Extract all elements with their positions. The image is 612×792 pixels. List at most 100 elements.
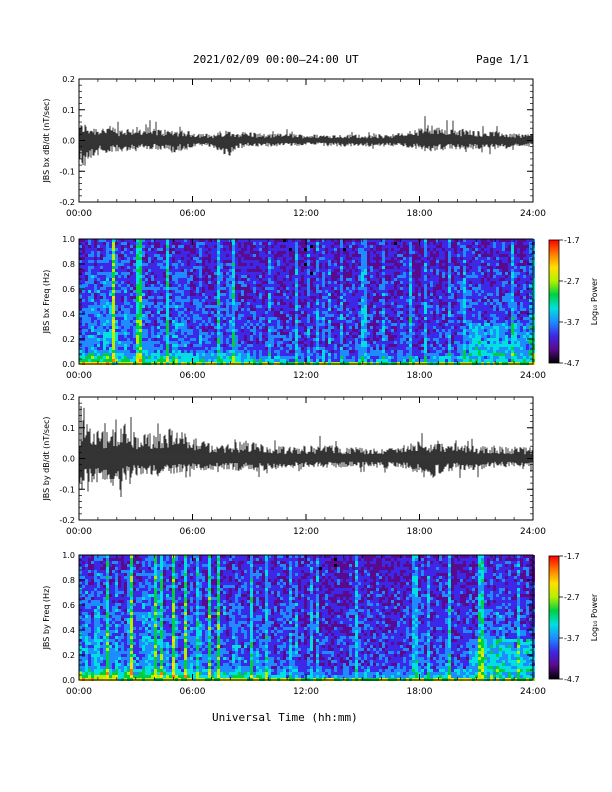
heatmap-cell (292, 347, 295, 350)
heatmap-cell (358, 311, 361, 314)
heatmap-cell (112, 245, 115, 248)
heatmap-cell (391, 266, 394, 269)
heatmap-cell (415, 344, 418, 347)
heatmap-cell (121, 344, 124, 347)
heatmap-cell (262, 266, 265, 269)
heatmap-cell (244, 242, 247, 245)
heatmap-cell (130, 275, 133, 278)
heatmap-cell (79, 290, 82, 293)
heatmap-cell (424, 338, 427, 341)
heatmap-cell (190, 305, 193, 308)
heatmap-cell (190, 239, 193, 242)
heatmap-cell (274, 323, 277, 326)
heatmap-cell (175, 278, 178, 281)
heatmap-cell (418, 329, 421, 332)
heatmap-cell (397, 239, 400, 242)
heatmap-cell (370, 332, 373, 335)
heatmap-cell (214, 350, 217, 353)
heatmap-cell (118, 344, 121, 347)
heatmap-cell (220, 239, 223, 242)
heatmap-cell (79, 356, 82, 359)
heatmap-cell (415, 311, 418, 314)
heatmap-cell (397, 245, 400, 248)
heatmap-cell (379, 254, 382, 257)
heatmap-cell (397, 263, 400, 266)
heatmap-cell (127, 308, 130, 311)
heatmap-cell (193, 266, 196, 269)
heatmap-cell (265, 332, 268, 335)
heatmap-cell (298, 293, 301, 296)
heatmap-cell (355, 239, 358, 242)
heatmap-cell (154, 338, 157, 341)
heatmap-cell (379, 335, 382, 338)
heatmap-cell (172, 308, 175, 311)
heatmap-cell (160, 278, 163, 281)
heatmap-cell (277, 302, 280, 305)
heatmap-cell (160, 269, 163, 272)
heatmap-cell (160, 335, 163, 338)
heatmap-cell (238, 347, 241, 350)
heatmap-cell (247, 308, 250, 311)
heatmap-cell (244, 302, 247, 305)
heatmap-cell (178, 335, 181, 338)
heatmap-cell (178, 284, 181, 287)
heatmap-cell (259, 341, 262, 344)
heatmap-cell (136, 242, 139, 245)
heatmap-cell (79, 320, 82, 323)
heatmap-cell (307, 335, 310, 338)
heatmap-cell (400, 281, 403, 284)
heatmap-cell (325, 356, 328, 359)
heatmap-cell (166, 335, 169, 338)
heatmap-cell (310, 239, 313, 242)
heatmap-cell (304, 245, 307, 248)
heatmap-cell (370, 296, 373, 299)
heatmap-cell (406, 293, 409, 296)
heatmap-cell (421, 242, 424, 245)
heatmap-cell (118, 317, 121, 320)
heatmap-cell (199, 356, 202, 359)
heatmap-cell (394, 332, 397, 335)
heatmap-cell (88, 251, 91, 254)
heatmap-cell (388, 272, 391, 275)
heatmap-cell (172, 347, 175, 350)
heatmap-cell (97, 305, 100, 308)
heatmap-cell (145, 335, 148, 338)
heatmap-cell (109, 332, 112, 335)
heatmap-cell (241, 281, 244, 284)
heatmap-cell (331, 269, 334, 272)
heatmap-cell (382, 257, 385, 260)
heatmap-cell (235, 311, 238, 314)
heatmap-cell (358, 266, 361, 269)
heatmap-cell (343, 263, 346, 266)
heatmap-cell (379, 323, 382, 326)
heatmap-cell (160, 317, 163, 320)
heatmap-cell (133, 359, 136, 362)
heatmap-cell (193, 323, 196, 326)
heatmap-cell (157, 308, 160, 311)
heatmap-cell (241, 302, 244, 305)
heatmap-cell (358, 275, 361, 278)
heatmap-cell (94, 356, 97, 359)
heatmap-cell (358, 347, 361, 350)
heatmap-cell (379, 356, 382, 359)
heatmap-cell (241, 356, 244, 359)
heatmap-cell (238, 248, 241, 251)
heatmap-cell (343, 341, 346, 344)
heatmap-cell (259, 269, 262, 272)
heatmap-cell (319, 296, 322, 299)
heatmap-cell (109, 257, 112, 260)
heatmap-cell (232, 257, 235, 260)
heatmap-cell (352, 272, 355, 275)
heatmap-cell (307, 260, 310, 263)
heatmap-cell (205, 239, 208, 242)
heatmap-cell (259, 350, 262, 353)
heatmap-cell (229, 272, 232, 275)
heatmap-cell (409, 323, 412, 326)
heatmap-cell (181, 341, 184, 344)
heatmap-cell (388, 317, 391, 320)
heatmap-cell (355, 269, 358, 272)
heatmap-cell (331, 323, 334, 326)
heatmap-cell (355, 335, 358, 338)
heatmap-cell (181, 311, 184, 314)
heatmap-cell (205, 359, 208, 362)
